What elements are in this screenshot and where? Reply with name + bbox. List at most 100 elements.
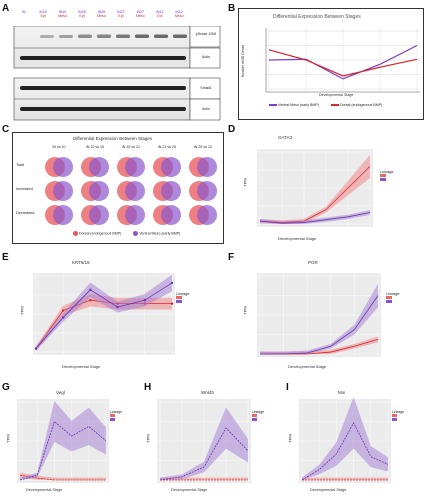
lane-label: iN27 Meso <box>135 10 145 18</box>
panel-i-legend: Lineage <box>392 410 404 422</box>
lane-label: iN25 Meso <box>97 10 106 18</box>
venn-circle-ventral <box>161 205 181 225</box>
col-label: iN 10 vs 15 <box>86 145 104 149</box>
panel-f-xlabel: Developmental Stage <box>288 364 327 369</box>
panel-c-plot <box>45 157 217 225</box>
blot-label: pSmad 1/5/8 <box>195 32 217 36</box>
series-ribbon <box>160 407 248 480</box>
panel-f-line-chart: PGR TPM Developmental Stage Lineage <box>238 258 422 378</box>
venn-circle-ventral <box>53 205 73 225</box>
legend-item <box>110 418 122 422</box>
series-line <box>259 212 371 224</box>
panel-c-legend: Dorsal (endogenous BMP) Ventral Meso (ea… <box>73 231 180 236</box>
data-point <box>170 302 174 305</box>
panel-c-col-labels: iN vs 10 iN 10 vs 15 iN 15 vs 21 iN 21 v… <box>41 145 221 149</box>
legend-item: Dorsal (endogenous BMP) <box>330 103 382 107</box>
data-point <box>116 305 119 309</box>
panel-e-ylabel: TPM <box>19 306 25 315</box>
series-line <box>159 427 249 481</box>
panel-c-title: Differential Expression Between Stages <box>73 136 152 141</box>
panel-h-legend: Lineage <box>252 410 264 422</box>
panel-label-d: D <box>228 124 236 135</box>
legend-item <box>386 300 400 304</box>
panel-label-e: E <box>2 252 9 263</box>
lane-label: iN27 Epi <box>117 10 125 18</box>
panel-e-title: KRT8/18 <box>72 260 90 265</box>
legend-item <box>176 300 190 304</box>
legend-title: Lineage <box>386 292 400 296</box>
panel-b-plot <box>265 28 420 93</box>
panel-e-xlabel: Developmental Stage <box>62 364 101 369</box>
panel-c-venn-grid: Differential Expression Between Stages i… <box>12 132 224 244</box>
venn-circle-ventral <box>125 157 145 177</box>
series-ribbon <box>302 477 388 480</box>
series-line <box>19 420 107 481</box>
venn-circle-ventral <box>125 205 145 225</box>
col-label: iN vs 10 <box>52 145 66 149</box>
lane-label: iN <box>22 10 26 14</box>
legend-title: Lineage <box>110 410 123 414</box>
legend-title: Lineage <box>176 292 190 296</box>
panel-label-h: H <box>144 382 152 393</box>
panel-h-plot <box>157 399 251 483</box>
lane-label: iN25 Epi <box>78 10 86 18</box>
legend-item: Dorsal (endogenous BMP) <box>73 231 121 236</box>
panel-g-legend: Lineage <box>110 410 122 422</box>
panel-i-ylabel: TPM <box>287 434 293 443</box>
data-point <box>89 288 92 292</box>
lane-labels: iN iN10 Epi iN10 Meso iN25 Epi iN25 Meso iN2… <box>14 10 189 24</box>
blot-label: Actin <box>202 55 210 59</box>
panel-i-title: Mix <box>338 390 345 395</box>
panel-b-ylabel: Number of DE Genes <box>241 44 246 78</box>
actin-bands-1 <box>20 56 186 60</box>
legend-item <box>380 174 394 178</box>
lane-label: iN10 Epi <box>39 10 47 18</box>
panel-g-ylabel: TPM <box>5 434 11 443</box>
legend-title: Lineage <box>392 410 405 414</box>
row-label: Total <box>16 163 25 167</box>
panel-b-line-chart: Differential Expression Between Stages D… <box>238 8 424 120</box>
row-label: Decreased <box>16 211 35 215</box>
series-ribbon <box>20 401 106 480</box>
col-label: iN 15 vs 21 <box>122 145 140 149</box>
actin-bands-2 <box>20 107 186 111</box>
venn-circle-ventral <box>89 157 109 177</box>
series-ribbon <box>260 336 378 354</box>
series-line <box>268 44 418 80</box>
data-point <box>143 298 146 302</box>
panel-f-ylabel: TPM <box>242 306 248 315</box>
panel-label-b: B <box>228 3 236 14</box>
panel-g-xlabel: Developmental Stage <box>26 488 63 492</box>
panel-label-f: F <box>228 252 235 263</box>
pSmad-bands <box>40 34 187 38</box>
venn-circle-ventral <box>197 157 217 177</box>
venn-circle-ventral <box>125 181 145 201</box>
series-line <box>19 474 106 481</box>
legend-item <box>252 418 264 422</box>
smad1-bands <box>20 86 186 90</box>
panel-h-xlabel: Developmental Stage <box>171 488 208 492</box>
panel-d-legend: Lineage <box>380 170 394 182</box>
panel-e-legend: Lineage <box>176 292 190 304</box>
legend-item <box>110 414 122 418</box>
legend-item: Ventral Meso (early BMP) <box>133 231 180 236</box>
panel-d-xlabel: Developmental Stage <box>278 236 317 241</box>
panel-i-line-chart: Mix TPM Developmental Stage Lineage <box>288 388 424 498</box>
panel-b-legend: Ventral Meso (early BMP) Dorsal (endogen… <box>269 103 382 107</box>
venn-circle-ventral <box>53 157 73 177</box>
row-label: Increased <box>16 187 33 191</box>
blot-label: Smad1 <box>200 86 212 90</box>
blot-label: Actin <box>202 107 210 111</box>
venn-circle-ventral <box>89 205 109 225</box>
venn-circle-ventral <box>53 181 73 201</box>
series-ribbon <box>260 154 370 224</box>
panel-e-plot <box>33 273 175 355</box>
legend-title: Lineage <box>380 170 394 174</box>
legend-item <box>392 418 404 422</box>
col-label: iN 21 vs 25 <box>158 145 176 149</box>
panel-d-plot <box>257 149 373 227</box>
panel-f-title: PGR <box>308 260 318 265</box>
series-line <box>260 295 379 355</box>
panel-d-title: GATA3 <box>278 135 293 140</box>
legend-item <box>386 296 400 300</box>
